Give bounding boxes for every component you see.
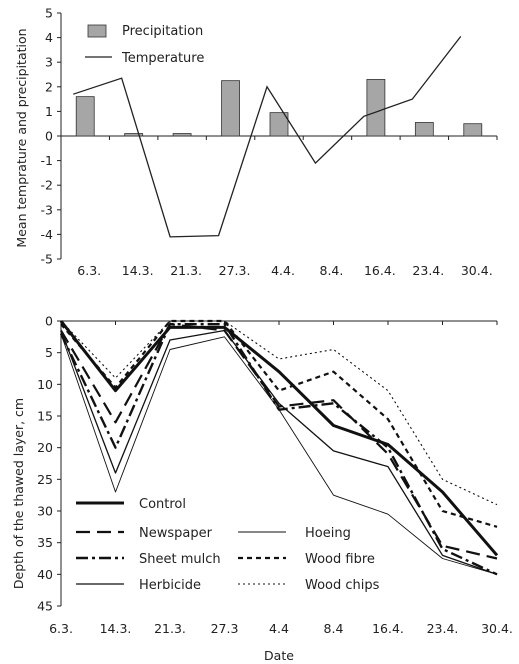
legend-label-woodchips: Wood chips — [305, 578, 380, 593]
top-y-tick-label: -5 — [41, 252, 53, 267]
legend-swatch-precipitation — [87, 24, 107, 38]
top-y-tick-label: 4 — [45, 30, 53, 45]
precipitation-bar — [124, 133, 144, 137]
temperature-line — [73, 35, 462, 238]
legend-label-hoeing: Hoeing — [305, 526, 351, 541]
bottom-y-tick-label: 25 — [37, 472, 53, 487]
top-y-tick-label: -1 — [41, 153, 53, 168]
precipitation-bar — [414, 122, 434, 137]
bottom-y-axis-label: Depth of the thawed layer, cm — [11, 398, 26, 589]
bottom-y-tick-label: 30 — [37, 504, 53, 519]
top-y-tick-label: 2 — [45, 79, 53, 94]
top-y-tick-label: -3 — [41, 202, 53, 217]
precipitation-bar — [221, 80, 240, 137]
bottom-y-tick-label: 5 — [45, 345, 53, 360]
top-x-tick-label: 21.3. — [170, 263, 202, 278]
legend-label-temperature: Temperature — [121, 51, 204, 66]
top-y-tick-label: 1 — [45, 104, 53, 119]
bottom-x-tick-label: 30.4. — [481, 621, 513, 636]
precipitation-bar — [366, 79, 386, 137]
legend-label-precipitation: Precipitation — [122, 24, 203, 39]
top-y-axis-label: Mean temprature and precipitation — [14, 28, 29, 247]
precipitation-bar — [75, 96, 95, 137]
series-line-herbicide — [60, 329, 498, 575]
top-y-tick-label: 5 — [45, 6, 53, 21]
top-y-tick-label: -4 — [41, 227, 54, 242]
legend-label-woodfibre: Wood fibre — [305, 552, 375, 567]
bottom-x-tick-label: 6.3. — [49, 621, 73, 636]
series-line-newspaper — [60, 323, 498, 560]
bottom-y-tick-label: 20 — [37, 440, 53, 455]
bottom-y-tick-label: 35 — [37, 535, 53, 550]
top-x-tick-label: 30.4. — [461, 263, 493, 278]
top-x-tick-label: 6.3. — [77, 263, 101, 278]
bottom-y-tick-label: 10 — [37, 377, 53, 392]
top-x-tick-label: 16.4. — [364, 263, 396, 278]
bottom-x-tick-label: 14.3. — [100, 621, 132, 636]
bottom-x-tick-label: 16.4. — [372, 621, 404, 636]
top-x-tick-label: 8.4. — [320, 263, 344, 278]
bottom-x-tick-label: 8.4 — [324, 621, 344, 636]
precipitation-bar — [269, 112, 289, 137]
series-line-woodchips — [60, 320, 498, 506]
top-x-tick-label: 27.3. — [219, 263, 251, 278]
bottom-y-tick-label: 0 — [45, 314, 53, 329]
top-x-tick-label: 23.4. — [412, 263, 444, 278]
bottom-x-axis-label: Date — [264, 648, 294, 663]
series-line-sheetmulch — [59, 322, 498, 576]
precipitation-bar — [463, 123, 483, 137]
legend-label-herbicide: Herbicide — [139, 578, 201, 593]
top-y-tick-label: 0 — [45, 129, 53, 144]
bottom-y-tick-label: 40 — [37, 567, 53, 582]
legend-label-control: Control — [139, 497, 186, 512]
precipitation-bar — [172, 133, 192, 137]
legend-label-newspaper: Newspaper — [139, 526, 213, 541]
bottom-x-tick-label: 23.4. — [427, 621, 459, 636]
bottom-y-tick-label: 45 — [37, 599, 53, 614]
top-x-tick-label: 4.4. — [271, 263, 295, 278]
bottom-y-tick-label: 15 — [37, 409, 53, 424]
series-line-control — [59, 320, 499, 557]
bottom-x-tick-label: 27.3 — [211, 621, 239, 636]
series-line-woodfibre — [60, 319, 498, 528]
bottom-x-tick-label: 4.4 — [269, 621, 289, 636]
bottom-x-tick-label: 21.3. — [154, 621, 186, 636]
legend-label-sheetmulch: Sheet mulch — [139, 552, 221, 567]
top-x-tick-label: 14.3. — [122, 263, 154, 278]
top-y-tick-label: 3 — [45, 55, 53, 70]
top-y-tick-label: -2 — [41, 178, 53, 193]
